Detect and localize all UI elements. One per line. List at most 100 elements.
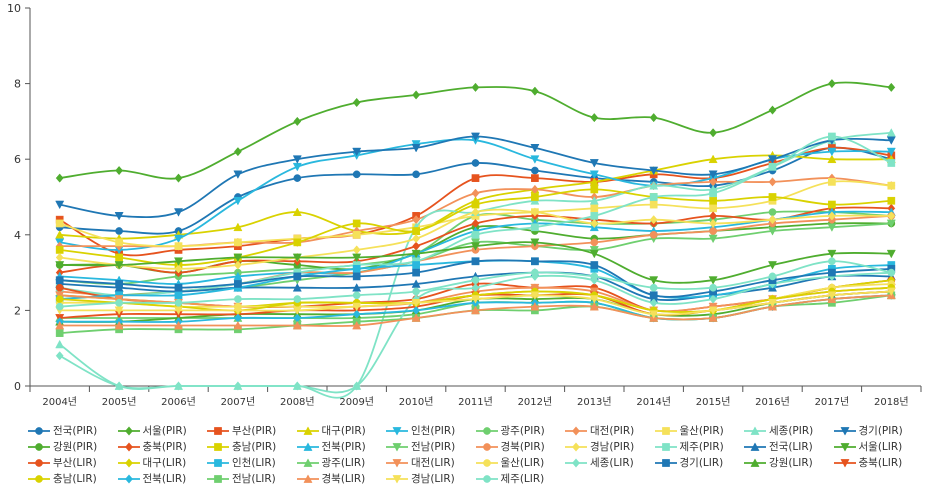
legend-swatch <box>475 426 498 435</box>
legend-item[interactable]: 대구(PIR) <box>296 423 387 438</box>
legend-swatch <box>475 474 498 483</box>
data-point <box>114 261 124 270</box>
legend-item[interactable]: 경북(LIR) <box>296 471 387 486</box>
data-point <box>352 147 362 157</box>
legend-item[interactable]: 경기(LIR) <box>654 455 745 470</box>
data-point <box>293 116 302 126</box>
data-point <box>412 170 420 179</box>
legend-item[interactable]: 서울(LIR) <box>833 439 924 454</box>
data-point <box>292 320 302 330</box>
data-point <box>114 320 124 330</box>
data-point <box>173 306 184 316</box>
legend-item[interactable]: 강원(LIR) <box>744 455 834 470</box>
legend-item[interactable]: 세종(LIR) <box>565 455 655 470</box>
data-point <box>649 291 658 300</box>
data-point <box>174 291 183 300</box>
legend-item[interactable]: 대전(PIR) <box>565 423 655 438</box>
legend-item[interactable]: 충남(PIR) <box>207 439 297 454</box>
legend-item[interactable]: 광주(LIR) <box>296 455 387 470</box>
legend-marker <box>661 458 670 467</box>
legend-item[interactable]: 세종(PIR) <box>744 423 834 438</box>
data-point <box>352 219 361 228</box>
legend-item[interactable]: 경북(PIR) <box>475 439 566 454</box>
data-point <box>174 173 183 183</box>
legend-item[interactable]: 제주(LIR) <box>475 471 566 486</box>
legend-item[interactable]: 충북(LIR) <box>833 455 924 470</box>
data-point <box>115 381 124 391</box>
data-point <box>55 351 64 361</box>
legend-swatch <box>28 474 50 483</box>
legend-swatch <box>475 458 498 467</box>
legend-item[interactable]: 충남(LIR) <box>28 471 118 486</box>
legend-item[interactable]: 전북(PIR) <box>296 439 387 454</box>
legend-item[interactable]: 강원(PIR) <box>28 439 118 454</box>
data-point <box>589 249 599 259</box>
series-28 <box>55 257 896 300</box>
data-point <box>293 272 302 281</box>
data-point <box>292 283 302 292</box>
x-tick-label: 2013년 <box>577 396 612 408</box>
legend-swatch <box>386 426 408 436</box>
legend-item[interactable]: 부산(PIR) <box>207 423 297 438</box>
legend-item[interactable]: 전남(LIR) <box>207 471 297 486</box>
legend-item[interactable]: 대구(LIR) <box>117 455 208 470</box>
legend-item[interactable]: 전북(LIR) <box>117 471 208 486</box>
legend-label: 세종(PIR) <box>769 425 814 437</box>
legend-item[interactable]: 대전(LIR) <box>386 455 476 470</box>
legend-item[interactable]: 경남(LIR) <box>386 471 476 486</box>
series-2 <box>55 79 896 183</box>
legend-swatch <box>296 473 319 483</box>
legend-marker <box>214 426 222 435</box>
legend-item[interactable]: 광주(PIR) <box>475 423 566 438</box>
legend-item[interactable]: 부산(LIR) <box>28 455 118 470</box>
legend-swatch <box>475 442 498 451</box>
legend-item[interactable]: 전국(LIR) <box>744 439 834 454</box>
legend-swatch <box>117 441 140 452</box>
y-tick-label: 4 <box>14 229 21 242</box>
data-point <box>649 310 659 319</box>
legend-item[interactable]: 경기(PIR) <box>833 423 924 438</box>
y-tick-label: 10 <box>7 2 21 15</box>
legend-item[interactable]: 전남(PIR) <box>386 439 476 454</box>
data-point <box>233 271 243 281</box>
data-point <box>352 253 362 263</box>
legend-item[interactable]: 인천(LIR) <box>207 455 297 470</box>
x-axis: 2004년 2005년 2006년 2007년 2008년 2009년 2010년 2011년… <box>29 385 922 408</box>
legend-swatch <box>833 426 856 436</box>
legend-item[interactable]: 울산(PIR) <box>654 423 745 438</box>
legend-item[interactable]: 충북(PIR) <box>117 439 208 454</box>
data-point <box>115 298 123 307</box>
legend-label: 전국(PIR) <box>53 425 98 437</box>
data-point <box>411 313 421 322</box>
legend-marker <box>35 458 43 467</box>
data-point <box>55 252 64 263</box>
legend-marker <box>302 425 313 435</box>
legend-marker <box>661 442 670 451</box>
data-point <box>173 257 184 266</box>
data-point <box>471 257 480 266</box>
legend-marker <box>35 442 43 451</box>
legend-item[interactable]: 인천(PIR) <box>386 423 476 438</box>
legend-swatch <box>296 425 319 435</box>
legend-item[interactable]: 울산(LIR) <box>475 455 566 470</box>
data-point <box>55 261 65 270</box>
data-point <box>887 181 896 190</box>
legend-item[interactable]: 서울(PIR) <box>117 423 208 438</box>
legend-item[interactable]: 전국(PIR) <box>28 423 118 438</box>
legend-label: 대구(PIR) <box>321 425 366 437</box>
legend-swatch <box>207 474 229 483</box>
data-point <box>352 230 361 239</box>
data-point <box>709 227 717 235</box>
legend-item[interactable]: 제주(PIR) <box>654 439 745 454</box>
data-point <box>887 82 896 92</box>
legend-swatch <box>117 457 140 468</box>
data-point <box>828 257 836 266</box>
data-point <box>174 298 183 307</box>
legend-swatch <box>833 442 856 452</box>
data-point <box>531 174 539 182</box>
data-point <box>352 283 362 292</box>
data-point <box>649 230 658 239</box>
legend-item[interactable]: 경남(PIR) <box>565 439 655 454</box>
data-point <box>55 283 64 292</box>
data-point <box>590 185 599 194</box>
